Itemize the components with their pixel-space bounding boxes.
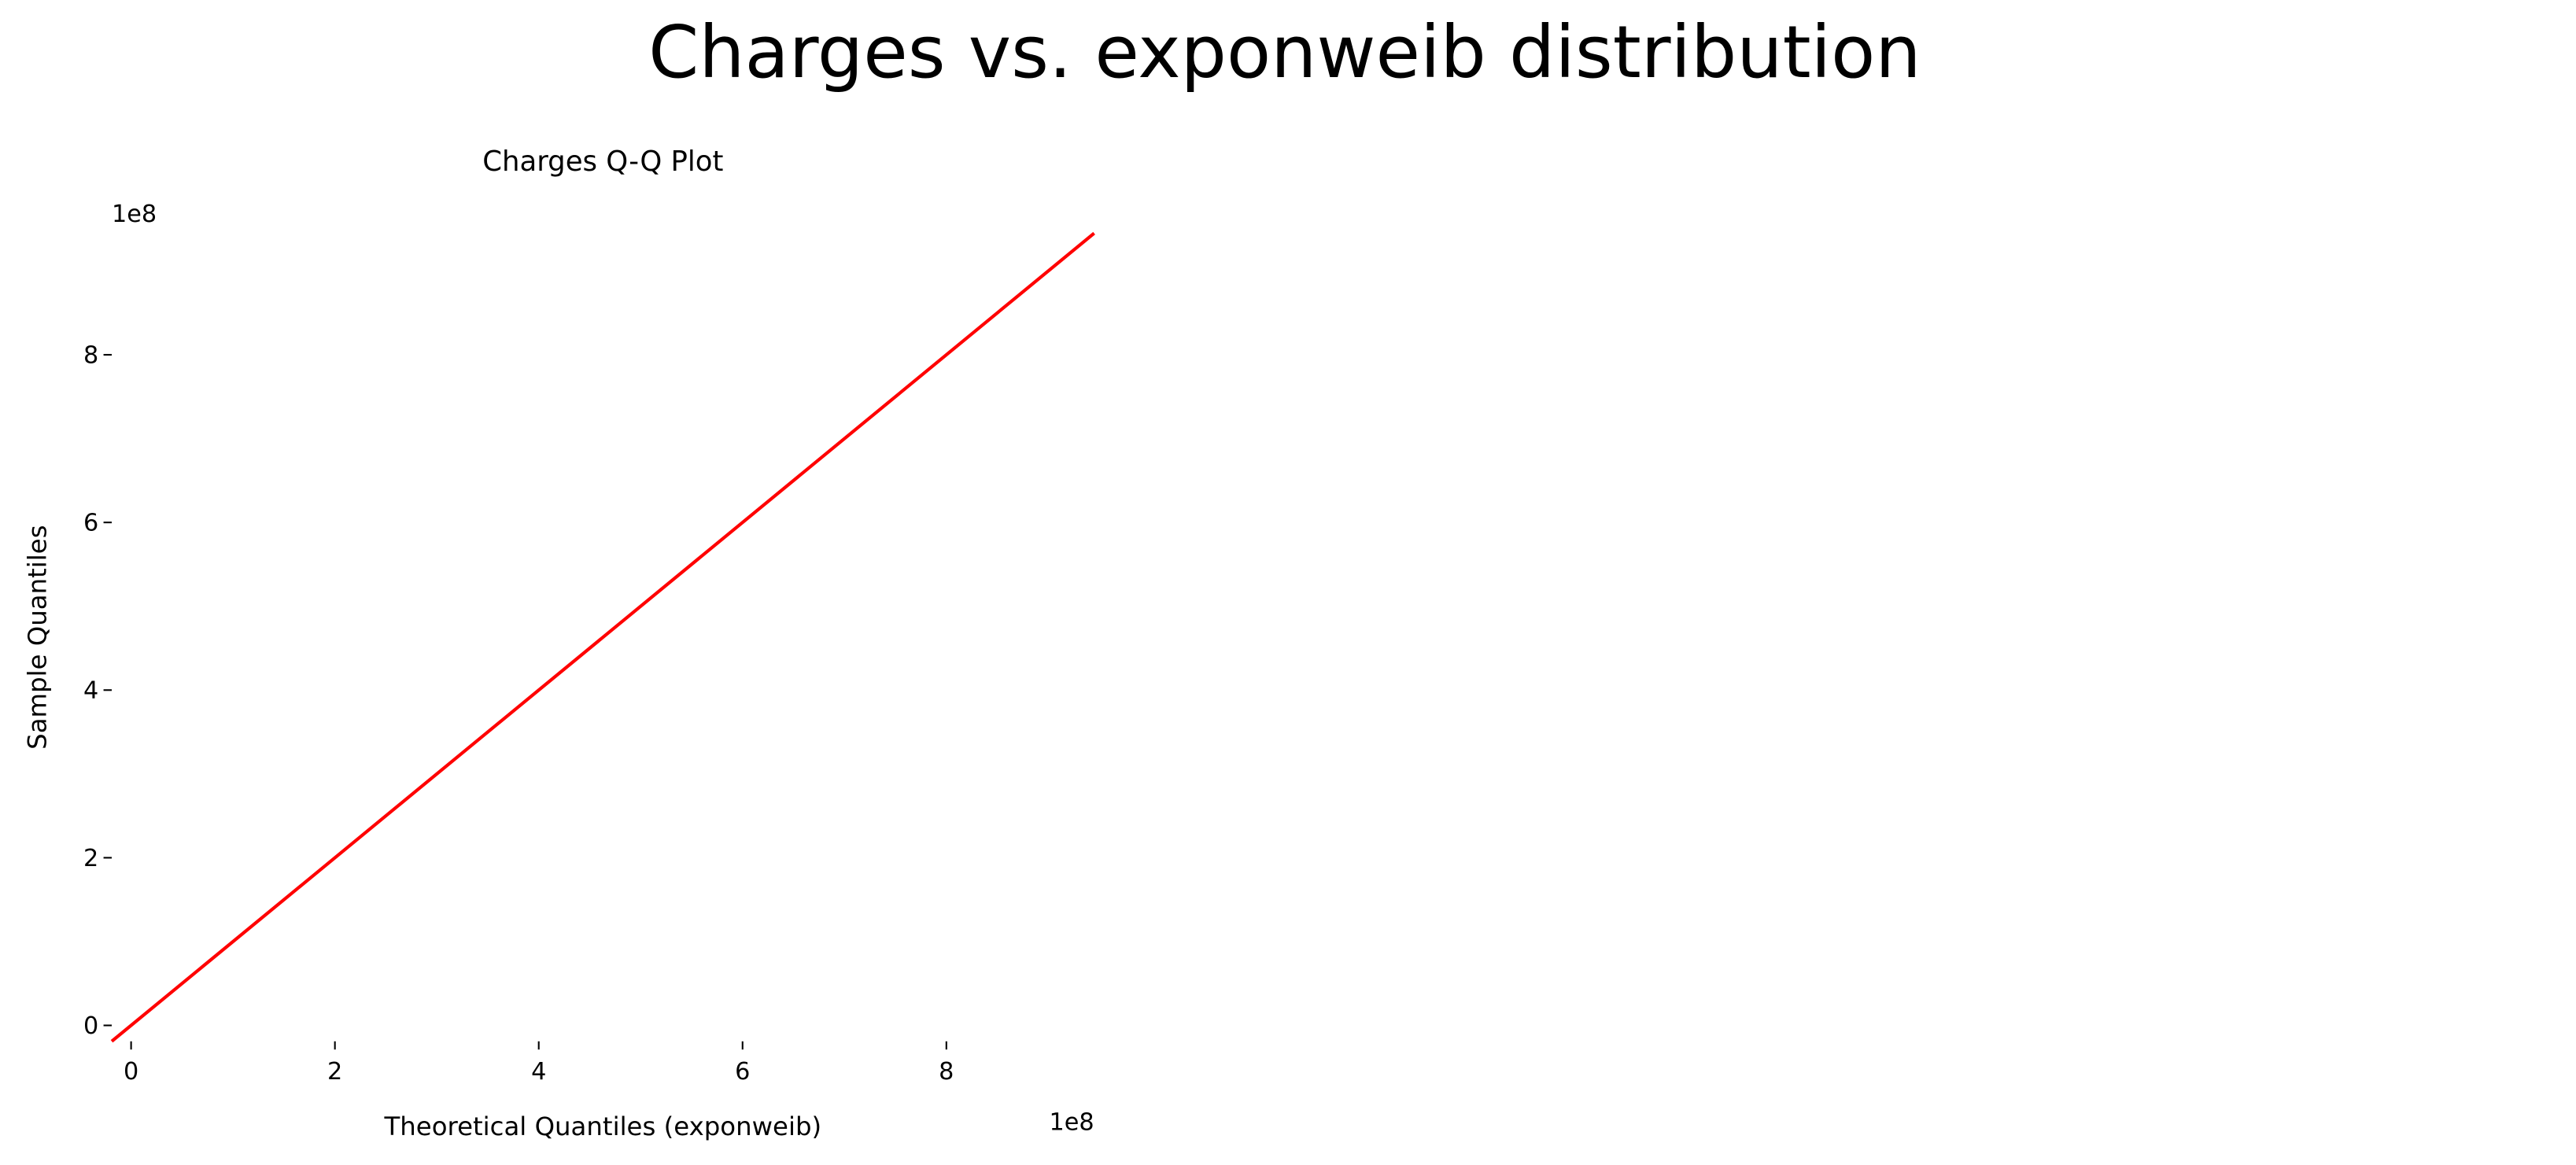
x-tick-label: 0 <box>124 1058 138 1086</box>
x-tick-label: 2 <box>327 1058 342 1086</box>
y-axis-label: Sample Quantiles <box>22 525 52 749</box>
subplot-title: Charges Q-Q Plot <box>482 146 723 178</box>
y-tick-label: 8 <box>83 341 98 369</box>
y-tick-label: 6 <box>83 510 98 537</box>
x-tick-label: 6 <box>735 1058 750 1086</box>
x-axis-label: Theoretical Quantiles (exponweib) <box>384 1112 822 1141</box>
x-offset: 1e8 <box>1049 1109 1094 1137</box>
y-tick-label: 2 <box>83 845 98 872</box>
x-tick-label: 4 <box>531 1058 546 1086</box>
x-tick-label: 8 <box>939 1058 954 1086</box>
fit-line <box>110 231 1095 1043</box>
y-tick-label: 4 <box>83 677 98 705</box>
y-offset: 1e8 <box>112 201 157 228</box>
figure-title: Charges vs. exponweib distribution <box>648 10 1921 94</box>
y-tick-label: 0 <box>83 1012 98 1040</box>
